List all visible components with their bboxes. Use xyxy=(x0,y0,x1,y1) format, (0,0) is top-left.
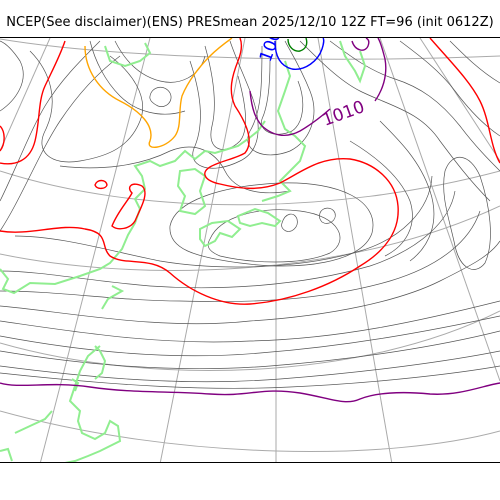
coastline xyxy=(14,410,53,434)
green-contours xyxy=(287,38,308,52)
coastline xyxy=(94,345,107,380)
purple-contours xyxy=(0,38,500,403)
coastline xyxy=(0,120,266,295)
isobar xyxy=(59,146,291,194)
isobar-label-upper: 100 xyxy=(256,38,286,65)
isobar xyxy=(319,207,336,224)
isobar xyxy=(443,156,491,270)
coastline xyxy=(236,207,282,228)
coastline xyxy=(104,42,152,68)
coastline xyxy=(0,447,13,462)
isobar xyxy=(114,40,206,83)
isobar xyxy=(0,350,500,383)
purple-contour xyxy=(0,382,500,403)
isobar xyxy=(299,40,491,202)
isobar xyxy=(261,60,304,135)
map-title: NCEP(See disclaimer)(ENS) PRESmean 2025/… xyxy=(6,15,494,30)
isobar xyxy=(0,55,121,232)
purple-contour xyxy=(249,90,331,137)
isobar xyxy=(449,40,500,84)
meridian-line xyxy=(159,38,246,462)
purple-contour xyxy=(351,38,370,51)
meridian-line xyxy=(0,38,51,152)
latitude-line xyxy=(0,205,500,271)
isobar xyxy=(0,240,500,325)
isobar xyxy=(14,175,433,268)
coastline xyxy=(261,60,307,202)
red-contour xyxy=(111,183,146,230)
coastline xyxy=(199,219,242,248)
isobar xyxy=(0,40,24,112)
isobar xyxy=(247,40,315,156)
meridian-lines xyxy=(0,38,500,462)
blue-contour xyxy=(274,38,325,70)
coastline xyxy=(176,167,207,216)
isobar xyxy=(149,87,172,107)
orange-contour xyxy=(84,38,233,148)
isobar xyxy=(0,210,481,302)
meridian-line xyxy=(419,38,500,162)
red-contour xyxy=(0,38,399,305)
latitude-line xyxy=(0,38,500,60)
coastline xyxy=(339,40,367,84)
red-contour xyxy=(0,125,5,152)
red-contour xyxy=(94,179,108,190)
isobar xyxy=(0,300,500,343)
meridian-line xyxy=(40,38,151,462)
latitude-line xyxy=(0,410,500,452)
isobar xyxy=(0,40,101,202)
coastlines xyxy=(0,40,367,462)
isobar xyxy=(89,40,186,115)
coastline xyxy=(64,345,122,462)
red-contour xyxy=(429,38,500,164)
isobar xyxy=(29,50,143,163)
isobar xyxy=(399,40,500,137)
isobars xyxy=(0,40,500,389)
blue-contours xyxy=(274,38,325,70)
isobar xyxy=(0,365,500,389)
isobar xyxy=(379,120,435,262)
red-contours xyxy=(0,38,500,305)
purple-contour xyxy=(374,38,387,102)
green-contour xyxy=(287,38,308,52)
pressure-map: 100 1010 xyxy=(0,37,500,463)
isobar xyxy=(0,190,456,289)
coastline xyxy=(101,285,125,310)
isobar xyxy=(281,213,298,232)
isobar xyxy=(189,40,259,169)
isobar xyxy=(204,45,246,150)
isobar xyxy=(0,315,500,357)
isobar xyxy=(329,40,500,172)
isobar xyxy=(349,140,413,257)
orange-contours xyxy=(84,38,233,148)
isobar xyxy=(169,182,374,267)
red-contour xyxy=(0,40,66,165)
latitude-line xyxy=(0,310,500,371)
meridian-line xyxy=(317,38,393,462)
meridian-line xyxy=(379,38,500,382)
coastline xyxy=(71,378,80,392)
isobar-label-right: 1010 xyxy=(320,97,367,131)
isobar xyxy=(207,209,341,263)
map-canvas: 100 1010 xyxy=(0,38,500,462)
isobar xyxy=(0,330,500,370)
